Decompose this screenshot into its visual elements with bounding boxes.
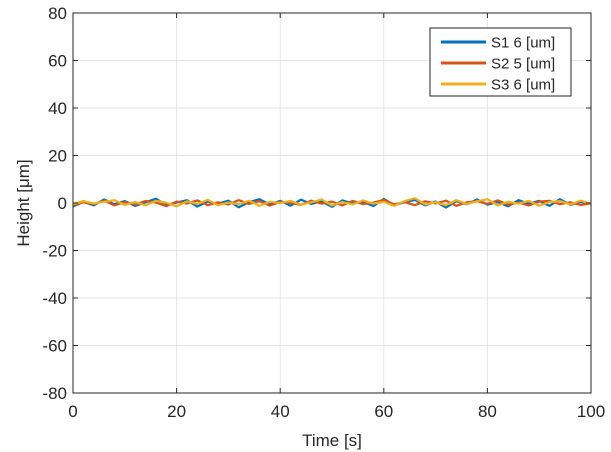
y-axis-label: Height [μm] bbox=[14, 159, 33, 246]
y-tick-labels: -80 -60 -40 -20 0 20 40 60 80 bbox=[42, 4, 67, 403]
legend-label-2: S2 5 [um] bbox=[491, 56, 555, 73]
series-line-3 bbox=[73, 197, 591, 208]
x-tick-label: 60 bbox=[374, 402, 393, 421]
x-tick-label: 40 bbox=[271, 402, 290, 421]
y-tick-label: -80 bbox=[42, 384, 67, 403]
legend: S1 6 [um] S2 5 [um] S3 6 [um] bbox=[429, 27, 572, 97]
x-tick-label: 100 bbox=[577, 402, 605, 421]
y-tick-label: 20 bbox=[48, 147, 67, 166]
x-axis-label: Time [s] bbox=[302, 431, 362, 450]
y-tick-label: 60 bbox=[48, 52, 67, 71]
x-tick-label: 0 bbox=[68, 402, 77, 421]
series-lines bbox=[73, 197, 591, 209]
tick-marks bbox=[72, 12, 592, 394]
legend-label-3: S3 6 [um] bbox=[491, 77, 555, 94]
y-tick-label: -40 bbox=[42, 289, 67, 308]
y-tick-label: 80 bbox=[48, 4, 67, 23]
x-tick-labels: 0 20 40 60 80 100 bbox=[68, 402, 605, 421]
y-tick-label: -20 bbox=[42, 242, 67, 261]
x-tick-label: 80 bbox=[478, 402, 497, 421]
y-tick-label: 40 bbox=[48, 99, 67, 118]
x-tick-label: 20 bbox=[167, 402, 186, 421]
y-tick-label: 0 bbox=[58, 194, 67, 213]
y-tick-label: -60 bbox=[42, 337, 67, 356]
legend-label-1: S1 6 [um] bbox=[491, 35, 555, 52]
